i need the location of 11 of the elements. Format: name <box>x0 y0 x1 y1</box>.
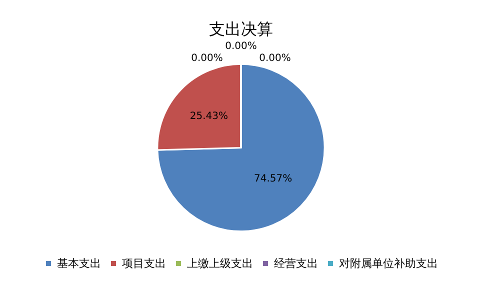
text: 0.00% <box>225 40 257 52</box>
text: 0.00% <box>191 52 223 64</box>
legend-label: 经营支出 <box>274 257 318 270</box>
data-label: 25.43% <box>190 111 228 122</box>
legend-label: 对附属单位补助支出 <box>339 257 438 270</box>
legend-label: 基本支出 <box>57 257 101 270</box>
data-label: 74.57% <box>254 173 292 184</box>
legend-label: 项目支出 <box>122 257 166 270</box>
chart-title: 支出决算 <box>209 20 273 38</box>
text: 0.00% <box>259 52 291 64</box>
legend-label: 上缴上级支出 <box>187 257 253 270</box>
